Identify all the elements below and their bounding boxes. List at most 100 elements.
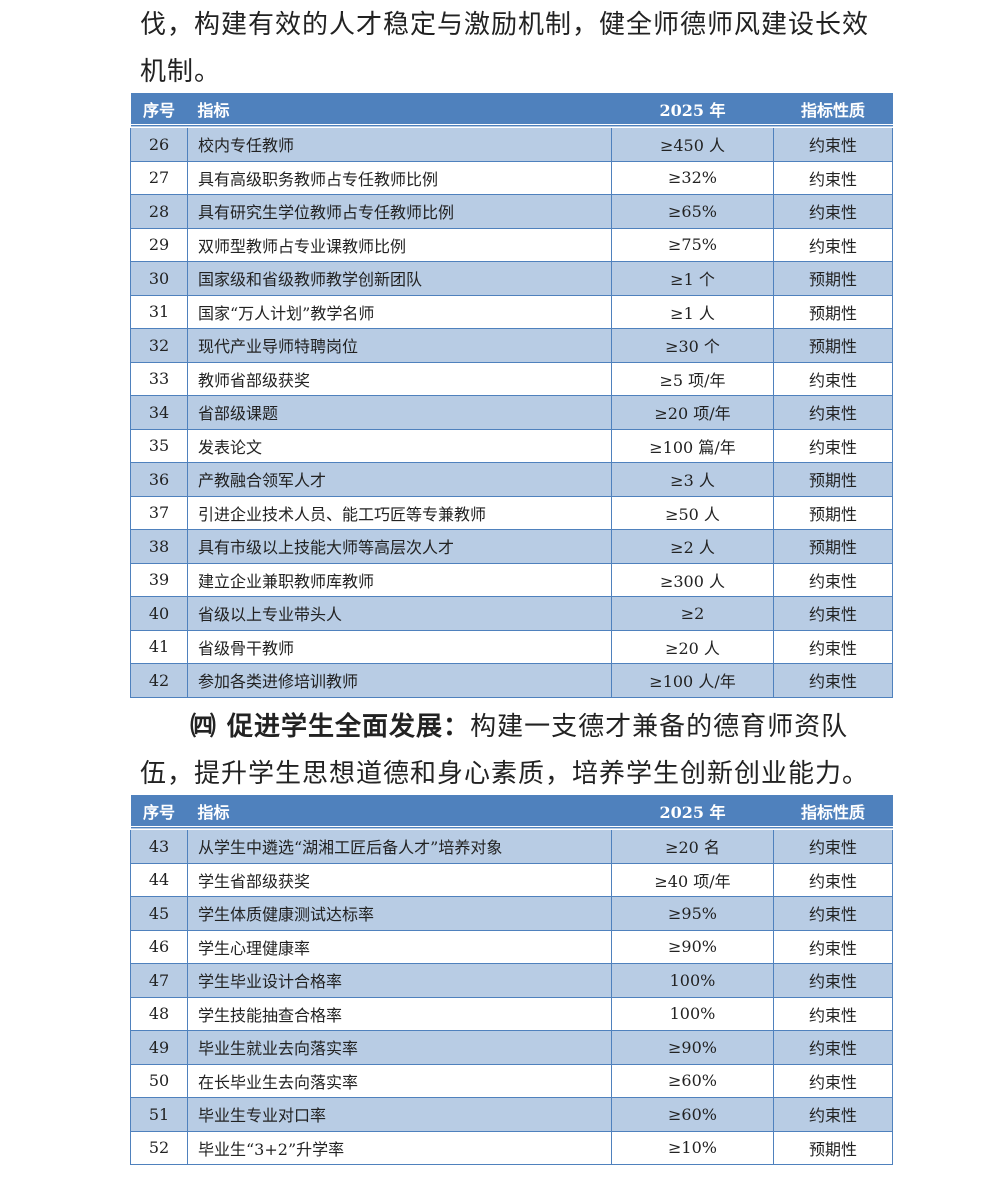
cell: ≥5 项/年 — [611, 361, 774, 396]
cell: 36 — [130, 462, 188, 497]
cell: ≥65% — [611, 194, 774, 229]
row: 26 校内专任教师 ≥450 人约束性 — [130, 125, 893, 162]
cell: 约束性 — [773, 896, 893, 931]
row: 38 具有市级以上技能大师等高层次人才 ≥2 人预期性 — [130, 529, 893, 564]
cell: 约束性 — [773, 963, 893, 998]
header-row: 序号 指标 2025 年指标性质 — [130, 93, 893, 128]
cell: 现代产业导师特聘岗位 — [187, 328, 612, 363]
row: 32 现代产业导师特聘岗位 ≥30 个预期性 — [130, 328, 893, 363]
row: 43 从学生中遴选“湖湘工匠后备人才”培养对象 ≥20 名约束性 — [130, 827, 893, 864]
row: 41 省级骨干教师 ≥20 人约束性 — [130, 629, 893, 664]
cell: 学生体质健康测试达标率 — [187, 896, 612, 931]
cell: 28 — [130, 194, 188, 229]
cell: ≥20 人 — [611, 629, 774, 664]
row: 52 毕业生“3+2”升学率 ≥10% 预期性 — [130, 1130, 893, 1165]
cell: 约束性 — [773, 562, 893, 597]
cell: 学生技能抽查合格率 — [187, 996, 612, 1031]
cell: 约束性 — [773, 1063, 893, 1098]
cell: 国家级和省级教师教学创新团队 — [187, 261, 612, 296]
cell: 52 — [130, 1130, 188, 1165]
row: 28 具有研究生学位教师占专任教师比例 ≥65% 约束性 — [130, 194, 893, 229]
cell: 省级以上专业带头人 — [187, 596, 612, 631]
cell: 产教融合领军人才 — [187, 462, 612, 497]
cell: 省级骨干教师 — [187, 629, 612, 664]
row: 40 省级以上专业带头人 ≥2 约束性 — [130, 596, 893, 631]
cell: 29 — [130, 227, 188, 262]
cell: 约束性 — [773, 395, 893, 430]
cell: 约束性 — [773, 1030, 893, 1065]
header-cell: 序号 — [130, 93, 188, 128]
cell: 引进企业技术人员、能工巧匠等专兼教师 — [187, 495, 612, 530]
cell: 预期性 — [773, 328, 893, 363]
cell: 43 — [130, 827, 188, 864]
cell: 学生毕业设计合格率 — [187, 963, 612, 998]
cell: 约束性 — [773, 428, 893, 463]
cell: 37 — [130, 495, 188, 530]
cell: 约束性 — [773, 996, 893, 1031]
cell: 41 — [130, 629, 188, 664]
row: 48 学生技能抽查合格率 100% 约束性 — [130, 996, 893, 1031]
row: 45 学生体质健康测试达标率 ≥95% 约束性 — [130, 896, 893, 931]
cell: 31 — [130, 294, 188, 329]
cell: 预期性 — [773, 495, 893, 530]
cell: ≥450 人 — [611, 125, 774, 162]
cell: 约束性 — [773, 160, 893, 195]
row: 34 省部级课题 ≥20 项/年 约束性 — [130, 395, 893, 430]
paragraph: 伐，构建有效的人才稳定与激励机制，健全师德师风建设长效机制。 — [140, 10, 870, 87]
paragraph-text: 构建一支德才兼备的德育师资队伍，提升学生思想道德和身心素质，培养学生创新创业能力… — [140, 712, 870, 789]
cell: 49 — [130, 1030, 188, 1065]
cell: 约束性 — [773, 929, 893, 964]
cell: 预期性 — [773, 1130, 893, 1165]
cell: 在长毕业生去向落实率 — [187, 1063, 612, 1098]
cell: 32 — [130, 328, 188, 363]
cell: 100% — [611, 996, 774, 1031]
cell: ≥100 篇/年 — [611, 428, 774, 463]
cell: ≥1 个 — [611, 261, 774, 296]
cell: 学生省部级获奖 — [187, 862, 612, 897]
cell: 44 — [130, 862, 188, 897]
row: 49 毕业生就业去向落实率 ≥90% 约束性 — [130, 1030, 893, 1065]
cell: 预期性 — [773, 529, 893, 564]
cell: 45 — [130, 896, 188, 931]
row: 42 参加各类进修培训教师 ≥100 人/年 约束性 — [130, 663, 893, 698]
cell: 27 — [130, 160, 188, 195]
cell: 26 — [130, 125, 188, 162]
cell: 约束性 — [773, 629, 893, 664]
cell: ≥30 个 — [611, 328, 774, 363]
cell: 双师型教师占专业课教师比例 — [187, 227, 612, 262]
cell: 毕业生就业去向落实率 — [187, 1030, 612, 1065]
section-heading: ㈣ 促进学生全面发展： — [190, 712, 471, 742]
cell: 39 — [130, 562, 188, 597]
cell: 34 — [130, 395, 188, 430]
header-cell: 2025 年 — [611, 93, 774, 128]
cell: 约束性 — [773, 596, 893, 631]
cell: 约束性 — [773, 194, 893, 229]
row: 46 学生心理健康率 ≥90% 约束性 — [130, 929, 893, 964]
row: 35 发表论文 ≥100 篇/年 约束性 — [130, 428, 893, 463]
cell: 参加各类进修培训教师 — [187, 663, 612, 698]
cell: 42 — [130, 663, 188, 698]
cell: ≥50 人 — [611, 495, 774, 530]
row: 44 学生省部级获奖 ≥40 项/年 约束性 — [130, 862, 893, 897]
cell: 33 — [130, 361, 188, 396]
cell: 预期性 — [773, 294, 893, 329]
cell: ≥2 人 — [611, 529, 774, 564]
cell: ≥10% — [611, 1130, 774, 1165]
cell: ≥1 人 — [611, 294, 774, 329]
cell: ≥95% — [611, 896, 774, 931]
cell: ≥100 人/年 — [611, 663, 774, 698]
row: 33 教师省部级获奖 ≥5 项/年 约束性 — [130, 361, 893, 396]
row: 51 毕业生专业对口率 ≥60% 约束性 — [130, 1097, 893, 1132]
cell: 毕业生专业对口率 — [187, 1097, 612, 1132]
cell: 约束性 — [773, 827, 893, 864]
table: 序号 指标 2025 年指标性质 43 从学生中遴选“湖湘工匠后备人才”培养对象 ≥20 … — [130, 795, 893, 1165]
cell: 30 — [130, 261, 188, 296]
cell: 从学生中遴选“湖湘工匠后备人才”培养对象 — [187, 827, 612, 864]
cell: 50 — [130, 1063, 188, 1098]
cell: ≥300 人 — [611, 562, 774, 597]
cell: 发表论文 — [187, 428, 612, 463]
cell: 省部级课题 — [187, 395, 612, 430]
cell: 预期性 — [773, 261, 893, 296]
cell: 100% — [611, 963, 774, 998]
